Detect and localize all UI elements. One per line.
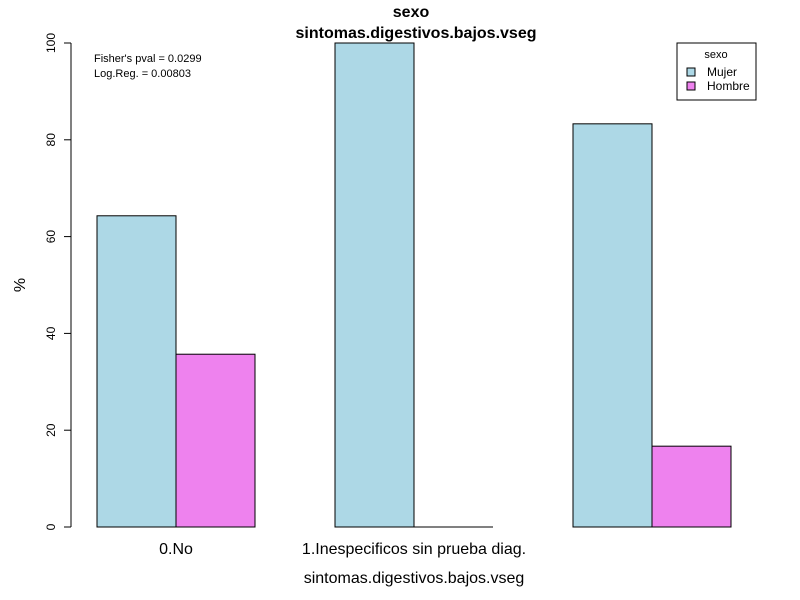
bars-group [96, 42, 732, 528]
bar-mujer [572, 123, 653, 528]
y-axis-label: % [12, 278, 29, 292]
annotation-logreg: Log.Reg. = 0.00803 [94, 68, 191, 80]
chart-title: sexo [393, 4, 430, 21]
x-tick-label: 1.Inespecificos sin prueba diag. [302, 541, 526, 558]
y-tick-label: 80 [44, 133, 58, 147]
y-tick-label: 100 [44, 33, 58, 53]
legend-label-hombre: Hombre [707, 79, 750, 93]
chart-subtitle: sintomas.digestivos.bajos.vseg [296, 25, 537, 42]
x-axis-label: sintomas.digestivos.bajos.vseg [304, 570, 525, 587]
legend-swatch-hombre [686, 81, 696, 91]
y-tick-label: 0 [44, 523, 58, 530]
legend-title: sexo [704, 49, 727, 61]
bar-mujer [96, 215, 177, 528]
x-tick-labels: 0.No 1.Inespecificos sin prueba diag. [159, 541, 526, 558]
bar-hombre [175, 353, 256, 528]
x-tick-label: 0.No [159, 541, 193, 558]
bar-hombre [651, 445, 732, 528]
annotation-fisher: Fisher's pval = 0.0299 [94, 53, 202, 65]
legend-swatch-mujer [686, 67, 696, 77]
legend-label-mujer: Mujer [707, 65, 737, 79]
y-tick-label: 40 [44, 326, 58, 340]
y-tick-label: 60 [44, 230, 58, 244]
bar-mujer [334, 42, 415, 528]
y-tick-label: 20 [44, 423, 58, 437]
y-axis: 0 20 40 60 80 100 [44, 33, 72, 530]
